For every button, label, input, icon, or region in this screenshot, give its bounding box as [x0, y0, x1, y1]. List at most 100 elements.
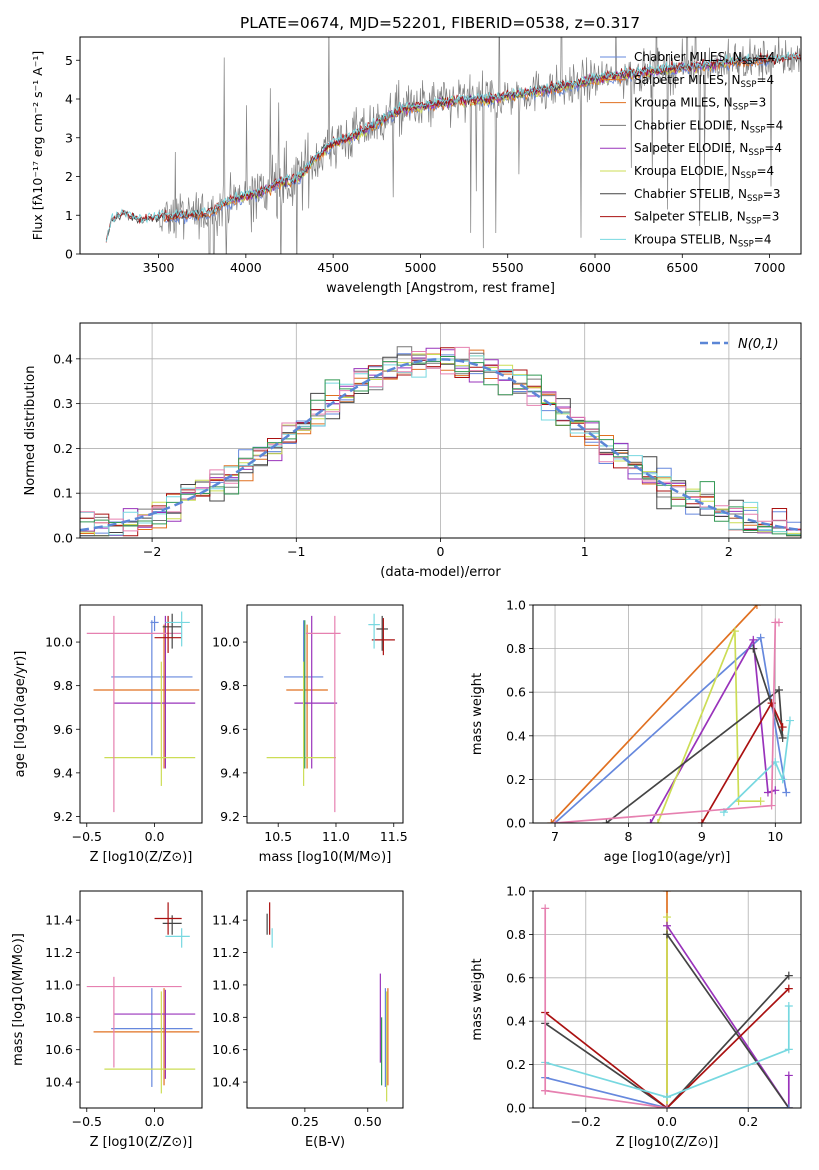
y-tick-label: 10.4: [212, 1075, 240, 1090]
mass_vs_EBV-plot: [266, 902, 389, 1102]
x-tick-label: 0.2: [738, 1114, 758, 1129]
legend-subscript: SSP: [741, 171, 757, 181]
spectrum-plot: [105, 37, 801, 254]
y-tick-label: 10.0: [45, 635, 73, 650]
y-tick-label: 1: [65, 208, 73, 223]
x-tick-label: −2: [143, 544, 161, 559]
legend-suffix: =3: [749, 96, 767, 110]
weight-marker: [785, 716, 794, 725]
y-tick-label: 10.6: [45, 1042, 73, 1057]
weight-series-line: [657, 630, 761, 823]
y-tick-label: 0.1: [53, 486, 73, 501]
legend-text: Kroupa STELIB, N: [634, 232, 738, 246]
legend-text: Chabrier STELIB, N: [634, 187, 747, 201]
y-tick-label: 0.8: [506, 641, 526, 656]
legend-entry: Salpeter ELODIE, NSSP=4: [634, 141, 782, 158]
weight-marker: [551, 819, 560, 823]
y-tick-label: 1.0: [506, 884, 526, 899]
x-axis-label: mass [log10(M/M⊙)]: [259, 850, 392, 865]
weight-marker: [646, 819, 655, 823]
weight-marker: [663, 1093, 671, 1102]
y-tick-label: 0.3: [53, 396, 73, 411]
weight-marker: [547, 819, 556, 823]
legend-subscript: SSP: [747, 194, 763, 204]
age_vs_Z-frame: [79, 604, 203, 824]
weight-marker: [763, 788, 772, 797]
legend-subscript: SSP: [738, 239, 754, 249]
weight-marker: [784, 1104, 793, 1108]
residual-histogram-line: [80, 356, 801, 536]
x-tick-label: 7000: [754, 260, 786, 275]
y-tick-label: 11.0: [45, 977, 73, 992]
weight-marker: [663, 930, 671, 939]
legend-text: Kroupa ELODIE, N: [634, 164, 741, 178]
y-tick-label: 9.8: [220, 678, 240, 693]
legend-text: Kroupa MILES, N: [634, 96, 733, 110]
weight-marker: [663, 913, 671, 922]
y-tick-label: 0.6: [506, 970, 526, 985]
weight-marker: [778, 723, 787, 732]
y-tick-label: 3: [65, 130, 73, 145]
legend-entry: Chabrier ELODIE, NSSP=4: [634, 118, 783, 135]
y-tick-label: 11.2: [45, 945, 73, 960]
legend-suffix: =4: [766, 118, 784, 132]
massweight_vs_Z-frame: [532, 890, 802, 1109]
legend-subscript: SSP: [741, 80, 757, 90]
legend-subscript: SSP: [750, 125, 766, 135]
legend-text: Chabrier ELODIE, N: [634, 118, 750, 132]
x-tick-label: −0.2: [571, 1114, 601, 1129]
weight-marker: [697, 819, 706, 823]
y-tick-label: 0.0: [506, 1101, 526, 1116]
x-tick-label: 4500: [317, 260, 349, 275]
legend-text: Chabrier MILES, N: [634, 50, 742, 64]
legend-subscript: SSP: [748, 148, 764, 158]
y-axis-label: mass weight: [470, 673, 485, 755]
y-tick-label: 0.2: [506, 1057, 526, 1072]
weight-series-line: [666, 933, 790, 1108]
y-tick-label: 0.4: [53, 351, 73, 366]
legend-entry: Kroupa STELIB, NSSP=4: [634, 232, 772, 249]
y-tick-label: 9.2: [53, 809, 73, 824]
weight-series-line: [666, 925, 790, 1108]
x-tick-label: 10.5: [264, 829, 292, 844]
y-tick-label: 0.2: [53, 441, 73, 456]
weight-series-line: [544, 1006, 790, 1099]
weight-series-line: [550, 605, 758, 823]
x-tick-label: −0.5: [72, 829, 102, 844]
y-tick-label: 11.4: [212, 913, 240, 928]
legend-suffix: =4: [754, 232, 772, 246]
y-axis-label: Flux [fλ10⁻¹⁷ erg cm⁻² s⁻¹ A⁻¹]: [30, 51, 45, 240]
weight-marker: [774, 618, 783, 627]
age_vs_mass-plot: [266, 613, 395, 813]
weight-marker: [782, 788, 791, 797]
y-tick-label: 9.6: [53, 722, 73, 737]
y-tick-label: 0.4: [506, 728, 526, 743]
legend-suffix: =4: [756, 73, 774, 87]
weight-marker: [653, 819, 662, 823]
legend-suffix: =4: [764, 141, 782, 155]
spectrum-model-line: [105, 51, 801, 242]
y-tick-label: 10.4: [45, 1075, 73, 1090]
x-tick-label: 7: [551, 829, 559, 844]
y-tick-label: 0.0: [53, 531, 73, 546]
weight-marker: [663, 921, 671, 930]
legend-entry: Kroupa ELODIE, NSSP=4: [634, 164, 774, 181]
y-axis-label: age [log10(age/yr)]: [13, 651, 28, 778]
x-tick-label: 6000: [579, 260, 611, 275]
y-tick-label: 5: [65, 53, 73, 68]
x-tick-label: 0.0: [145, 829, 165, 844]
x-tick-label: 0: [437, 544, 445, 559]
weight-marker: [541, 1086, 550, 1095]
x-tick-label: 4000: [230, 260, 262, 275]
x-axis-label: E(B-V): [305, 1135, 345, 1150]
x-tick-label: 11.5: [380, 829, 408, 844]
x-axis-label: Z [log10(Z/Z⊙)]: [90, 850, 193, 865]
weight-marker: [784, 1071, 793, 1080]
y-tick-label: 9.8: [53, 678, 73, 693]
weight-series-line: [554, 636, 788, 823]
figure-title: PLATE=0674, MJD=52201, FIBERID=0538, z=0…: [240, 14, 640, 32]
weight-marker: [756, 633, 765, 642]
weight-series-line: [544, 908, 668, 1108]
weight-marker: [784, 971, 793, 980]
weight-marker: [663, 1104, 671, 1108]
